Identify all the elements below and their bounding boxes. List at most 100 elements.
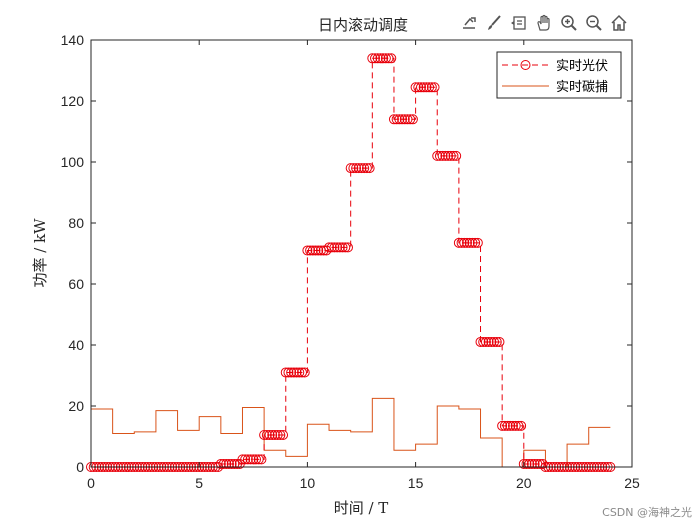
x-tick-label: 25	[624, 475, 640, 491]
pv-point-marker	[240, 454, 251, 465]
pv-point-marker	[313, 245, 324, 256]
pan-hand-icon[interactable]	[533, 12, 554, 33]
brush-icon[interactable]	[483, 12, 504, 33]
pv-point-marker	[251, 454, 261, 465]
pv-point-marker	[521, 458, 532, 469]
pv-point-marker	[429, 82, 440, 93]
pv-point-marker	[383, 53, 394, 64]
y-tick-label: 140	[61, 32, 85, 48]
home-icon[interactable]	[608, 12, 629, 33]
pv-point-marker	[280, 367, 291, 378]
pv-point-marker	[353, 163, 364, 174]
pv-point-marker	[445, 150, 456, 161]
y-tick-label: 20	[68, 398, 84, 414]
pv-point-marker	[253, 454, 264, 465]
pv-point-marker	[334, 242, 345, 253]
pv-point-marker	[480, 336, 491, 347]
pv-point-marker	[380, 53, 391, 64]
pv-point-marker	[299, 367, 310, 378]
pv-point-marker	[378, 53, 389, 64]
data-tip-icon[interactable]	[508, 12, 529, 33]
pv-point-marker	[526, 458, 537, 469]
pv-point-marker	[291, 367, 302, 378]
pv-point-marker	[386, 53, 397, 64]
y-tick-label: 0	[76, 459, 84, 475]
pv-point-marker	[286, 367, 297, 378]
legend-marker-pv	[520, 60, 531, 70]
pv-point-marker	[421, 82, 432, 93]
pv-point-marker	[467, 237, 478, 248]
y-tick-label: 60	[68, 276, 84, 292]
pv-point-marker	[345, 163, 356, 174]
pv-point-marker	[461, 237, 472, 248]
axes-box	[90, 39, 633, 468]
pv-point-marker	[370, 53, 381, 64]
pv-point-marker	[342, 242, 353, 253]
pv-point-marker	[456, 237, 467, 248]
pv-point-marker	[437, 150, 448, 161]
pv-point-marker	[443, 150, 454, 161]
pv-point-marker	[375, 53, 386, 64]
pv-point-marker	[410, 82, 421, 93]
plot-area	[91, 40, 632, 467]
export-icon[interactable]	[458, 12, 479, 33]
pv-point-marker	[294, 367, 305, 378]
y-tick-label: 80	[68, 215, 84, 231]
pv-point-marker	[372, 53, 383, 64]
pv-point-marker	[507, 420, 518, 431]
pv-point-marker	[278, 429, 289, 440]
pv-point-marker	[324, 242, 335, 253]
pv-point-marker	[440, 150, 451, 161]
pv-point-marker	[332, 242, 343, 253]
pv-point-marker	[416, 82, 427, 93]
pv-point-marker	[518, 458, 529, 469]
pv-point-marker	[502, 420, 513, 431]
plot-background	[91, 40, 632, 467]
pv-point-marker	[524, 458, 535, 469]
pv-point-marker	[310, 245, 321, 256]
pv-point-marker	[388, 114, 399, 125]
pv-point-marker	[397, 114, 408, 125]
pv-point-marker	[486, 336, 497, 347]
pv-point-marker	[367, 53, 378, 64]
pv-point-marker	[459, 237, 470, 248]
legend-box	[496, 51, 622, 99]
zoom-in-icon[interactable]	[558, 12, 579, 33]
pv-point-marker	[448, 150, 459, 161]
pv-point-marker	[215, 458, 226, 469]
zoom-out-icon[interactable]	[583, 12, 604, 33]
pv-point-marker	[364, 163, 375, 174]
pv-point-marker	[475, 336, 486, 347]
pv-point-marker	[407, 114, 418, 125]
y-tick-label: 120	[61, 93, 85, 109]
pv-point-marker	[248, 454, 259, 465]
pv-point-marker	[434, 150, 445, 161]
pv-point-marker	[451, 150, 462, 161]
pv-point-marker	[340, 242, 351, 253]
pv-point-marker	[413, 82, 424, 93]
x-tick-label: 0	[87, 475, 95, 491]
pv-point-marker	[529, 458, 540, 469]
pv-point-marker	[424, 82, 435, 93]
pv-point-marker	[399, 114, 410, 125]
pv-point-marker	[275, 429, 286, 440]
pv-point-marker	[351, 163, 362, 174]
pv-point-marker	[478, 336, 489, 347]
pv-point-marker	[302, 245, 313, 256]
legend-label-pv: 实时光伏	[556, 59, 608, 74]
watermark: CSDN @海神之光	[602, 506, 692, 519]
pv-point-marker	[229, 458, 240, 469]
pv-point-marker	[494, 336, 505, 347]
series-line-pv	[91, 57, 611, 468]
y-tick-label: 40	[68, 337, 84, 353]
pv-point-marker	[516, 420, 527, 431]
pv-point-marker	[326, 242, 337, 253]
pv-point-marker	[499, 420, 510, 431]
y-axis-label: 功率 / kW	[31, 218, 49, 288]
pv-point-marker	[245, 454, 256, 465]
pv-point-marker	[497, 420, 508, 431]
pv-point-marker	[259, 429, 270, 440]
pv-point-marker	[242, 454, 253, 465]
pv-point-marker	[305, 245, 316, 256]
